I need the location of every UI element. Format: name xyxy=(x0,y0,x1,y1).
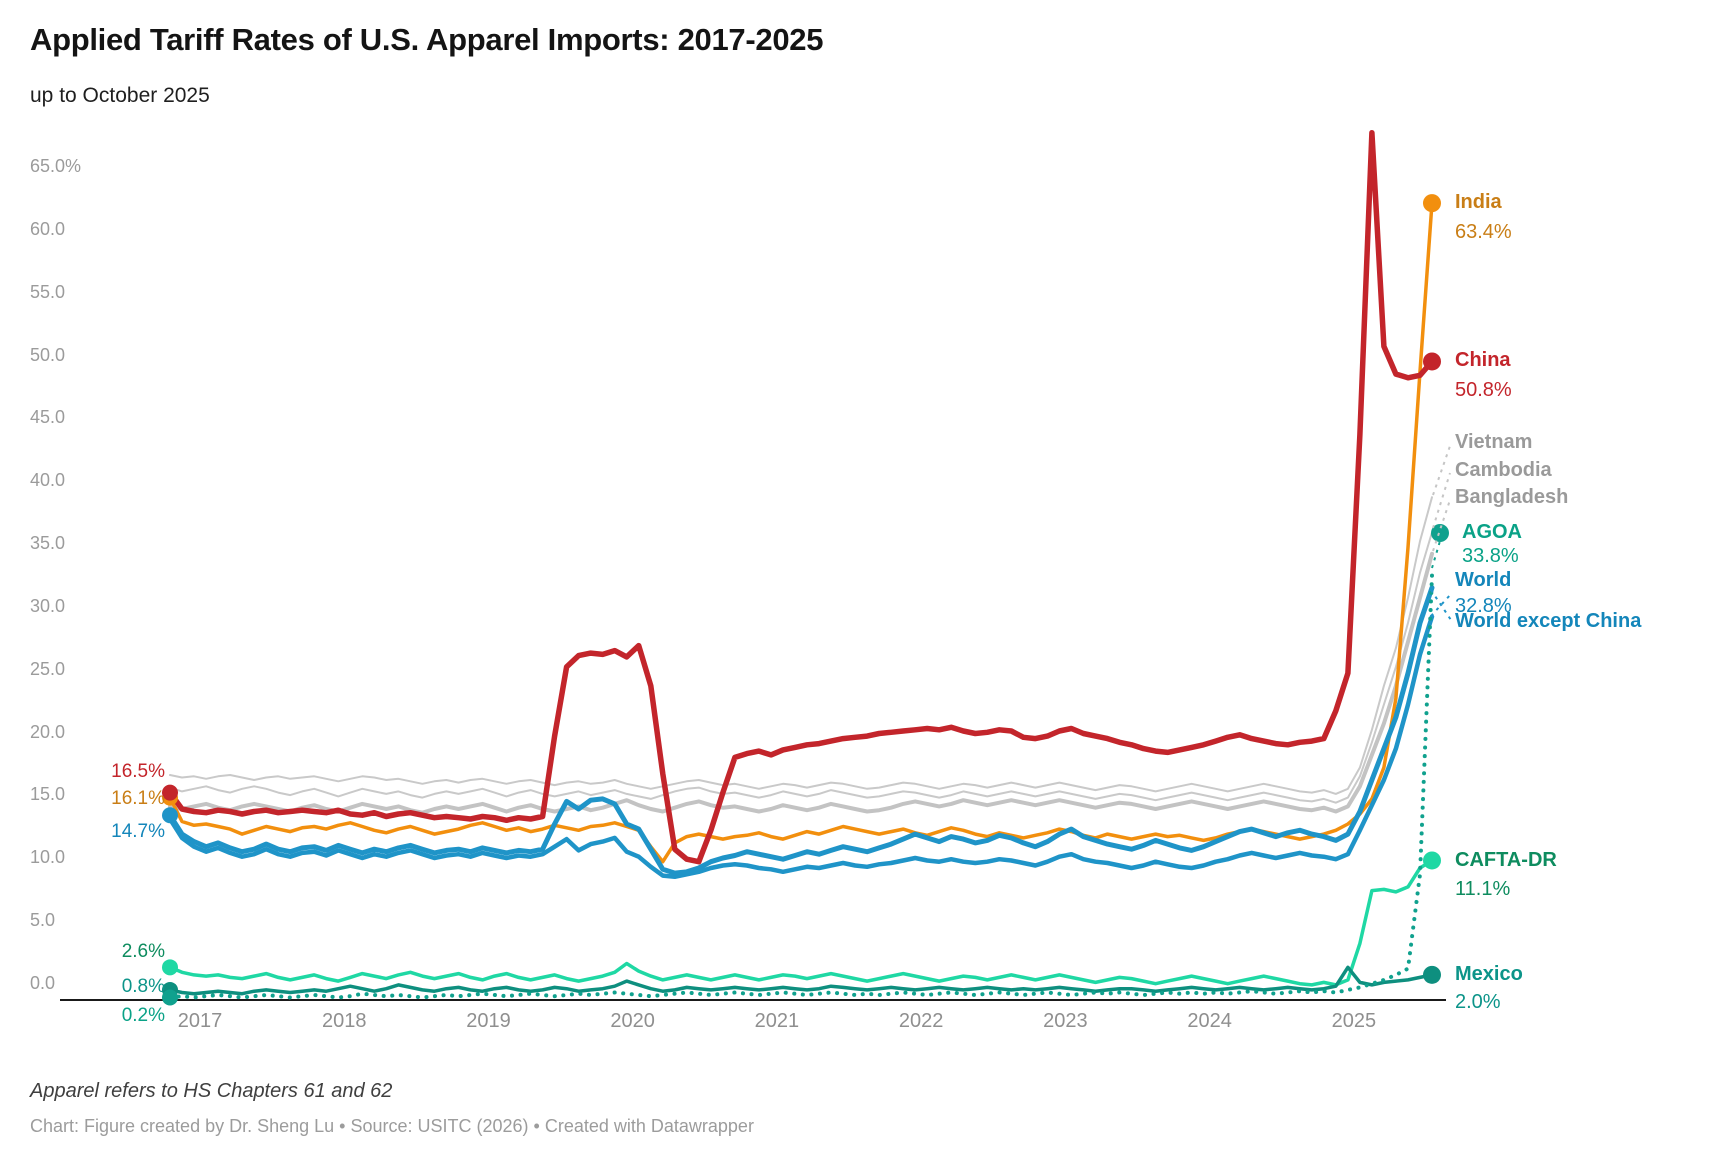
series-start-dot-cafta-dr[interactable] xyxy=(162,959,178,976)
series-line-world-except-china[interactable] xyxy=(167,614,1435,880)
chart-footnote: Apparel refers to HS Chapters 61 and 62 xyxy=(30,1080,393,1102)
chart-credit-line: Chart: Figure created by Dr. Sheng Lu • … xyxy=(30,1116,754,1136)
series-line-mexico[interactable] xyxy=(168,965,1434,996)
series-line-vietnam[interactable] xyxy=(169,496,1433,795)
series-line-cafta-dr[interactable] xyxy=(168,858,1434,987)
series-line-cambodia[interactable] xyxy=(169,531,1433,804)
chart-subtitle: up to October 2025 xyxy=(30,84,210,107)
label-leader-line xyxy=(1432,472,1451,529)
page-title: Applied Tariff Rates of U.S. Apparel Imp… xyxy=(30,22,824,57)
series-start-dot-china[interactable] xyxy=(162,784,178,801)
series-end-dot-agoa[interactable] xyxy=(1431,524,1449,542)
series-line-agoa[interactable] xyxy=(168,573,1434,1000)
label-leader-line xyxy=(1430,593,1452,617)
label-leader-line xyxy=(1430,589,1452,621)
series-line-world[interactable] xyxy=(167,585,1435,876)
series-end-dot-cafta-dr[interactable] xyxy=(1423,851,1441,870)
series-line-china[interactable] xyxy=(167,129,1435,865)
label-leader-line xyxy=(1432,499,1451,552)
series-line-india[interactable] xyxy=(168,201,1434,864)
series-line-bangladesh[interactable] xyxy=(168,551,1434,815)
series-start-dot-world[interactable] xyxy=(162,807,178,824)
series-end-dot-china[interactable] xyxy=(1423,352,1441,371)
series-end-dot-india[interactable] xyxy=(1423,194,1441,213)
series-start-dot-agoa[interactable] xyxy=(162,989,178,1006)
series-end-dot-mexico[interactable] xyxy=(1423,965,1441,984)
label-leader-line xyxy=(1432,445,1451,496)
